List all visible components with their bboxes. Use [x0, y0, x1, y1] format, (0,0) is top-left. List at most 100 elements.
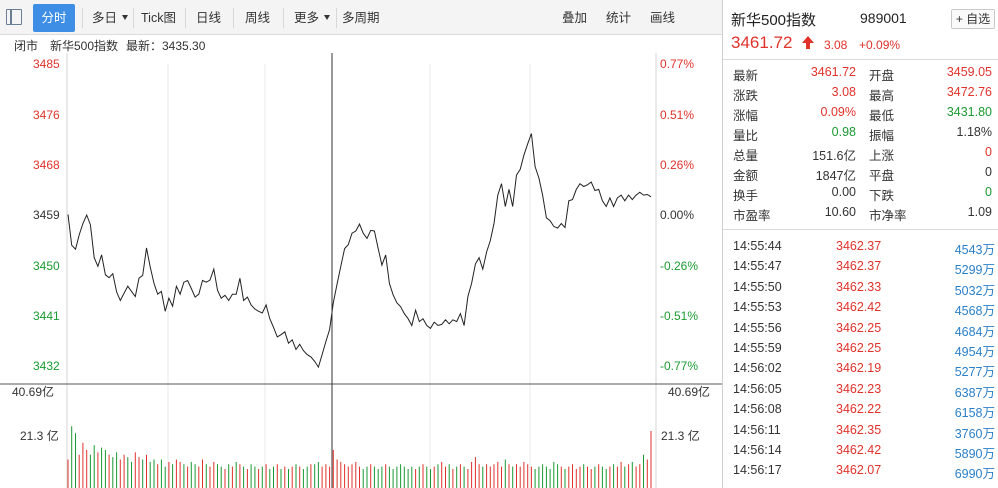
overlay-button[interactable]: 叠加 — [562, 4, 587, 32]
tick-row: 14:56:02 3462.19 5277万 — [723, 359, 998, 379]
price-tick-label: 3432 — [33, 359, 60, 373]
toolbar-separator — [233, 8, 234, 28]
stat-label: 开盘 — [869, 69, 895, 83]
stat-label: 涨幅 — [733, 109, 759, 123]
price-line — [67, 133, 652, 369]
stat-label: 金额 — [733, 169, 759, 183]
index-name: 新华500指数 — [50, 39, 119, 53]
tick-volume: 5890万 — [954, 447, 995, 461]
tick-volume: 6387万 — [954, 385, 995, 400]
price-change: 3.08 — [824, 38, 848, 52]
price-tick-label: 3476 — [33, 108, 60, 122]
stat-value: 1847亿 — [815, 169, 856, 183]
price-tick-label: 3459 — [33, 208, 60, 222]
stat-label: 最新 — [733, 69, 759, 83]
latest-value: 最新：3435.30 — [126, 39, 206, 53]
tick-price: 3462.23 — [836, 381, 882, 396]
add-to-watchlist-button[interactable]: + 自选 — [951, 9, 995, 29]
stats-row: 总量 151.6亿 上涨 0 — [723, 143, 998, 163]
stats-row: 涨幅 0.09% 最低 3431.80 — [723, 103, 998, 123]
price-tick-label: 3441 — [33, 309, 60, 323]
tick-row: 14:56:11 3462.35 3760万 — [723, 421, 998, 441]
tick-volume: 6990万 — [954, 467, 995, 482]
volume-tick-label: 21.3 亿 — [661, 428, 700, 443]
stat-value: 0 — [985, 165, 992, 179]
tick-row: 14:56:08 3462.22 6158万 — [723, 400, 998, 420]
tab-tick-chart[interactable]: Tick图 — [141, 4, 176, 32]
toolbar-separator — [133, 8, 134, 28]
draw-line-button-label: 画线 — [650, 11, 676, 25]
stat-value: 151.6亿 — [812, 149, 856, 163]
tick-volume: 4954万 — [954, 345, 995, 359]
volume-tick-label: 21.3 亿 — [20, 428, 59, 443]
sidebar-toggle-icon[interactable] — [6, 9, 22, 25]
tick-price: 3462.37 — [836, 259, 882, 274]
tick-price: 3462.35 — [836, 422, 882, 437]
tab-multi-day[interactable]: 多日 — [92, 4, 129, 32]
draw-line-button[interactable]: 画线 — [650, 4, 675, 32]
stats-row: 最新 3461.72 开盘 3459.05 — [723, 63, 998, 83]
tick-time: 14:56:02 — [733, 361, 782, 376]
tick-price: 3462.42 — [836, 443, 882, 457]
percent-tick-label: -0.77% — [660, 359, 698, 373]
tick-row: 14:56:17 3462.07 6990万 — [723, 461, 998, 481]
tick-price: 3462.33 — [836, 279, 882, 294]
stat-value: 1.09 — [967, 205, 992, 219]
tab-tick-chart-label: Tick图 — [141, 11, 176, 25]
tab-intraday[interactable]: 分时 — [33, 4, 75, 32]
tick-volume: 5277万 — [954, 365, 995, 380]
stats-row: 市盈率 10.60 市净率 1.09 — [723, 203, 998, 223]
tab-multi-day-label: 多日 — [92, 11, 118, 25]
stat-value: 3461.72 — [810, 65, 856, 79]
price-tick-label: 3468 — [33, 158, 60, 172]
chart-info-bar: 闭市 新华500指数 最新：3435.30 — [0, 35, 722, 53]
panel-index-name: 新华500指数 — [731, 12, 817, 29]
percent-tick-label: 0.51% — [660, 108, 694, 122]
statistics-button[interactable]: 统计 — [606, 4, 631, 32]
tick-volume: 3760万 — [954, 426, 995, 441]
tick-volume: 6158万 — [954, 406, 995, 421]
stat-label: 总量 — [733, 149, 759, 163]
tab-multi-period[interactable]: 多周期 — [342, 4, 380, 32]
stat-label: 涨跌 — [733, 89, 759, 103]
tick-row: 14:56:05 3462.23 6387万 — [723, 380, 998, 400]
tick-row: 14:55:56 3462.25 4684万 — [723, 319, 998, 339]
stat-value: 0 — [985, 145, 992, 159]
tick-volume: 4568万 — [954, 304, 995, 319]
market-status: 闭市 — [14, 39, 39, 53]
tick-time: 14:56:14 — [733, 443, 782, 457]
tick-price: 3462.19 — [836, 361, 882, 376]
percent-tick-label: 0.00% — [660, 208, 694, 222]
tick-volume: 5299万 — [954, 263, 995, 278]
toolbar-separator — [82, 8, 83, 28]
stat-label: 市盈率 — [733, 209, 771, 223]
panel-divider-line — [723, 229, 998, 230]
intraday-chart[interactable]: 3485 0.77% 3476 0.51% 3468 0.26% 3459 0.00% 3450… — [0, 53, 722, 488]
stat-value: 3459.05 — [946, 65, 992, 79]
tick-time: 14:55:44 — [733, 239, 782, 253]
price-tick-label: 3485 — [33, 57, 60, 71]
chart-toolbar: 分时 多日 Tick图 日线 周线 更多 多周期 叠加 统计 — [0, 0, 722, 35]
stat-value: 0.98 — [831, 125, 856, 139]
tick-row: 14:55:53 3462.42 4568万 — [723, 298, 998, 318]
stat-value: 3.08 — [831, 85, 856, 99]
stat-value: 3472.76 — [946, 85, 992, 99]
tick-row: 14:55:50 3462.33 5032万 — [723, 278, 998, 298]
panel-divider — [722, 0, 723, 488]
tab-daily[interactable]: 日线 — [196, 4, 221, 32]
stat-label: 最高 — [869, 89, 895, 103]
current-price: 3461.72 — [731, 33, 793, 52]
overlay-button-label: 叠加 — [562, 11, 588, 25]
price-tick-label: 3450 — [33, 259, 60, 273]
tick-row: 14:55:59 3462.25 4954万 — [723, 339, 998, 359]
tab-multi-period-label: 多周期 — [342, 11, 380, 25]
tab-weekly[interactable]: 周线 — [245, 4, 270, 32]
stat-label: 市净率 — [869, 209, 907, 223]
stat-value: 0 — [985, 185, 992, 199]
stat-label: 下跌 — [869, 189, 895, 203]
tick-time: 14:55:50 — [733, 279, 782, 294]
tab-more[interactable]: 更多 — [294, 4, 331, 32]
price-change-percent: +0.09% — [859, 38, 901, 52]
toolbar-separator — [185, 8, 186, 28]
tick-time: 14:55:59 — [733, 341, 782, 355]
